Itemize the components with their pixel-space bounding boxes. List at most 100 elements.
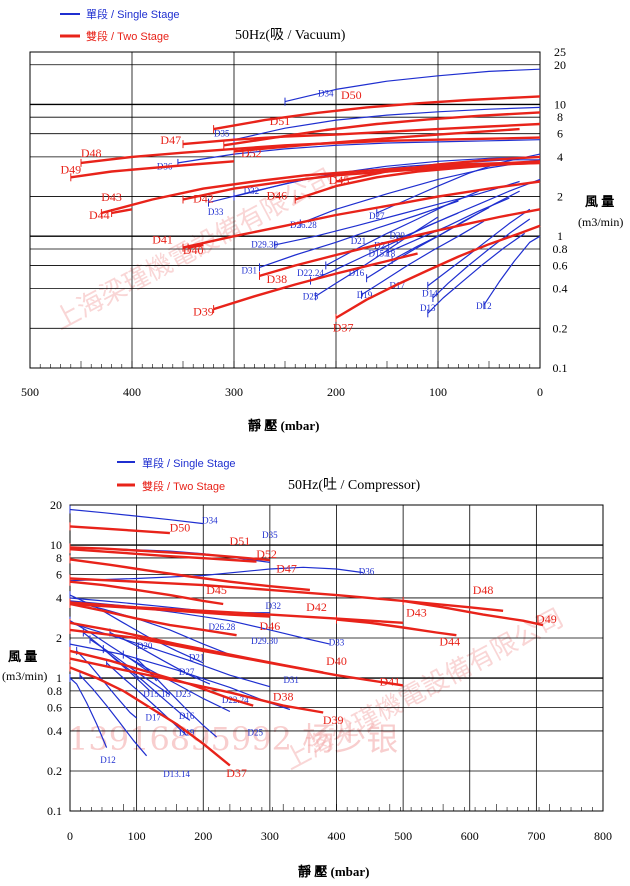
series-label-d14: D14 [422,288,438,298]
y-tick-label: 2 [56,631,62,645]
series-line-d52 [233,127,520,153]
y-tick-label: 6 [557,127,563,141]
series-line-d37 [69,666,231,767]
series-line-d14 [432,218,531,299]
series-label-d23: D23 [374,240,390,250]
y-tick-label: 20 [50,498,62,512]
y-tick-label: 1 [557,229,563,243]
y-tick-label: 4 [56,591,62,605]
x-tick-label: 500 [21,385,39,399]
series-label-d50: D50 [341,88,362,102]
series-label-d35: D35 [214,129,230,139]
series-label-d49: D49 [60,162,81,176]
y-tick-label: 0.4 [553,282,568,296]
series-label-d21: D21 [351,236,367,246]
series-line-d44 [111,208,133,215]
y-tick-label: 8 [56,551,62,565]
series-line-d34 [69,508,204,525]
series-label-d42: D42 [193,192,214,206]
series-label-d23: D23 [176,689,192,699]
series-label-d21: D21 [189,653,205,663]
series-label-d13: D13 [420,303,436,313]
series-label-d48: D48 [81,146,102,160]
series-line-d52 [69,548,257,563]
series-label-d25: D25 [303,292,319,302]
series-line-d48 [80,136,541,165]
series-line-d45 [69,580,224,606]
series-label-d29-30: D29.30 [251,240,278,250]
top-chart-title: 50Hz(吸 / Vacuum) [235,28,346,43]
series-label-d31: D31 [242,266,258,276]
series-label-d49: D49 [536,612,557,626]
series-label-d50: D50 [170,521,191,535]
series-label-d34: D34 [318,88,334,98]
series-label-d26-28: D26.28 [209,622,236,632]
x-tick-label: 800 [594,829,612,843]
series-label-d33: D33 [329,638,345,648]
series-label-d29-30: D29.30 [251,636,278,646]
series-line-d15-18 [82,632,151,692]
y-tick-label: 10 [554,97,566,111]
series-label-d43: D43 [101,190,122,204]
compressor-chart: 20 108 6 4 2 10.8 0.6 0.4 0.2 0.1 0 100 200 300 400 500… [47,498,612,843]
x-tick-label: 100 [128,829,146,843]
x-tick-label: 0 [67,829,73,843]
watermark-contact: 13916895992 杨少银 [68,720,398,758]
series-label-d12: D12 [476,301,492,311]
x-tick-label: 0 [537,385,543,399]
series-line-d43 [101,160,541,215]
series-line-d35 [233,106,541,141]
series-line-d37 [335,224,541,319]
series-line-d46 [69,602,237,637]
series-label-d38: D38 [273,689,294,703]
y-tick-label: 0.4 [47,724,62,738]
y-tick-label: 20 [554,58,566,72]
series-label-d16: D16 [349,268,365,278]
series-line-d39 [69,657,324,714]
series-label-d44: D44 [439,635,460,649]
series-label-d26-28: D26.28 [290,220,317,230]
y-tick-label: 0.6 [47,701,62,715]
series-line-d25 [315,216,439,297]
series-label-d27: D27 [179,667,195,677]
series-label-d40: D40 [183,243,204,257]
series-label-d12: D12 [100,755,116,765]
y-tick-label: 0.2 [553,321,568,335]
series-line-d19 [106,662,188,736]
series-line-d31 [259,200,459,268]
series-line-d51 [69,546,271,562]
series-line-d39 [213,252,418,311]
y-tick-label: 1 [56,671,62,685]
y-tick-label: 6 [56,568,62,582]
top-x-axis-label: 靜 壓 (mbar) [248,418,320,433]
series-label-d35: D35 [262,530,278,540]
series-line-d44 [336,618,457,637]
series-line-d26-28 [300,159,541,224]
series-line-d49 [402,599,544,627]
bottom-y-axis-label: 風 量 [8,649,37,664]
series-label-d51: D51 [230,534,251,548]
series-label-d32: D32 [265,601,281,611]
series-label-d47: D47 [276,562,297,576]
series-label-d45: D45 [206,583,227,597]
series-line-d16 [366,207,490,279]
series-line-d40 [187,243,204,249]
series-line-d41 [69,628,404,687]
x-tick-label: 300 [225,385,243,399]
series-label-d34: D34 [202,516,218,526]
series-line-d45 [335,155,541,183]
series-label-d43: D43 [406,606,427,620]
series-label-d46: D46 [267,188,288,202]
series-line-d12 [69,677,108,748]
bottom-y-axis-unit: (m3/min) [2,669,47,683]
series-line-d36 [177,139,541,164]
series-label-d48: D48 [473,583,494,597]
series-line-d12 [483,235,541,306]
x-tick-label: 400 [123,385,141,399]
series-line-d21 [109,631,211,685]
series-line-d47 [69,558,311,592]
series-label-d22-24: D22.24 [297,268,324,278]
y-tick-label: 2 [557,190,563,204]
series-label-d27: D27 [369,211,385,221]
